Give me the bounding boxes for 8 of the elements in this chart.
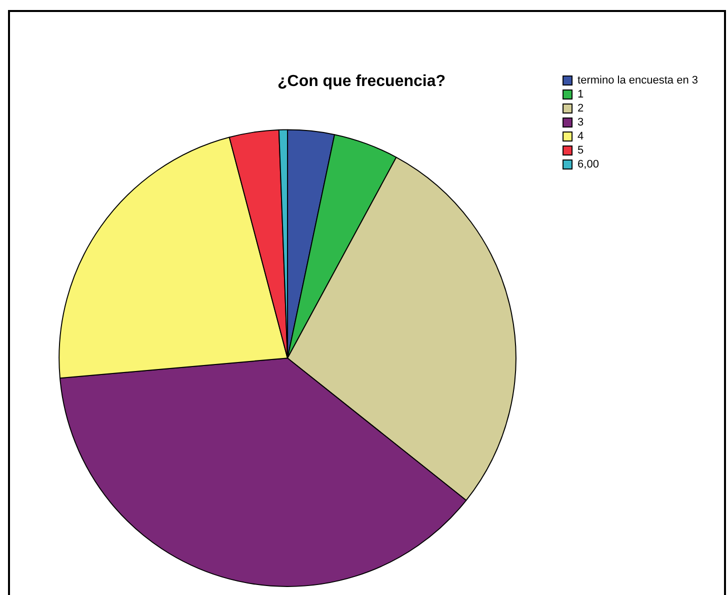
legend-label: 5 (578, 144, 584, 157)
legend-label: termino la encuesta en 3 (578, 74, 698, 87)
legend-label: 6,00 (578, 158, 599, 171)
legend-label: 4 (578, 130, 584, 143)
chart-title: ¿Con que frecuencia? (277, 73, 446, 90)
legend-label: 2 (578, 102, 584, 115)
legend-label: 1 (578, 88, 584, 101)
legend-label: 3 (578, 116, 584, 129)
